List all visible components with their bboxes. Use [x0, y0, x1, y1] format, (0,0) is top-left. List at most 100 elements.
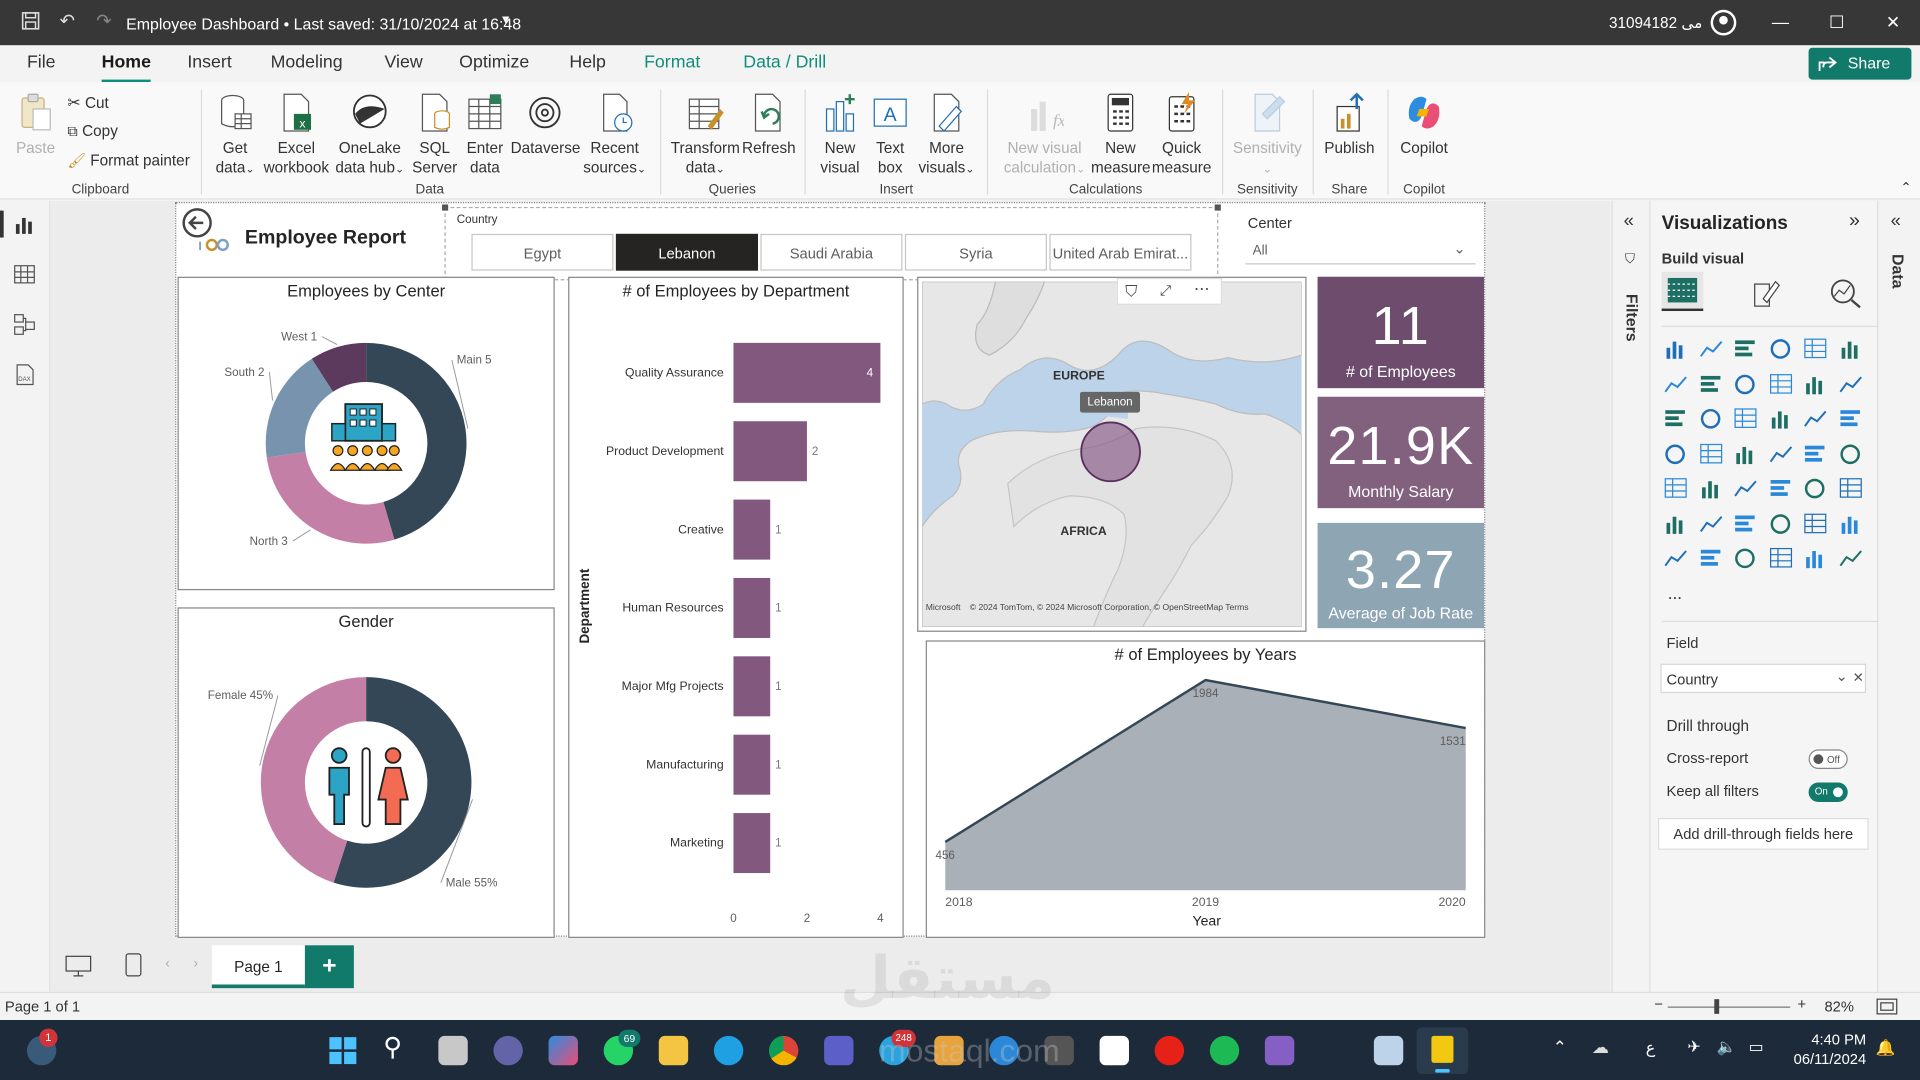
keep-filters-toggle[interactable]: On [1808, 782, 1848, 803]
visual-type-icon[interactable] [1769, 478, 1793, 500]
cut-button[interactable]: ✂ Cut [67, 93, 108, 113]
chrome-icon[interactable] [768, 1035, 799, 1066]
collapse-ribbon-icon[interactable]: ⌃ [1900, 181, 1912, 196]
visual-type-icon[interactable] [1804, 443, 1828, 465]
map-visual[interactable]: EUROPE AFRICA Lebanon ⛉ ⤢ ⋯ Microsoft © … [917, 276, 1307, 632]
zoom-in-icon[interactable]: + [1797, 995, 1807, 1013]
visual-type-icon[interactable] [1699, 547, 1723, 569]
visual-type-icon[interactable] [1838, 547, 1863, 569]
focus-mode-icon[interactable]: ⤢ [1159, 281, 1172, 299]
chat-icon[interactable] [493, 1035, 523, 1066]
zoom-slider-thumb[interactable] [1714, 999, 1720, 1014]
visual-type-icon[interactable] [1839, 408, 1863, 430]
microsoft-store-icon[interactable] [1099, 1035, 1129, 1066]
next-page-icon[interactable]: › [193, 956, 198, 972]
chevron-up-icon[interactable]: ⌃ [1552, 1037, 1568, 1057]
add-drill-through-field[interactable]: Add drill-through fields here [1657, 817, 1869, 850]
visual-type-icon[interactable] [1804, 408, 1828, 430]
more-options-icon[interactable]: ⋯ [1193, 279, 1210, 298]
visual-type-icon[interactable] [1839, 512, 1863, 534]
analytics-icon[interactable] [1828, 277, 1862, 309]
employees-by-department-card[interactable]: # of Employees by Department Department … [568, 276, 904, 938]
more-visuals-button[interactable]: More visuals⌄ [915, 92, 979, 179]
recent-sources-button[interactable]: Recent sources⌄ [580, 92, 649, 179]
expand-pane-icon[interactable]: » [1848, 210, 1860, 232]
visual-type-icon[interactable] [1699, 478, 1723, 500]
table-view-icon[interactable] [12, 262, 36, 286]
excel-workbook-button[interactable]: x Excel workbook [262, 92, 331, 178]
visual-type-icon[interactable] [1838, 373, 1863, 395]
transform-data-button[interactable]: Transform data⌄ [667, 92, 743, 179]
build-visual-tab[interactable] [1661, 271, 1704, 312]
app-icon[interactable] [934, 1035, 964, 1066]
visual-type-icon[interactable] [1699, 443, 1723, 465]
language-indicator[interactable]: ع [1645, 1038, 1656, 1057]
visual-type-icon[interactable] [1839, 443, 1863, 465]
network-icon[interactable]: ✈ [1687, 1037, 1701, 1056]
more-visuals-icon[interactable]: ... [1667, 582, 1683, 603]
filters-pane[interactable]: « ⛉ Filters [1611, 200, 1651, 992]
cross-report-toggle[interactable]: Off [1808, 749, 1848, 769]
visual-type-icon[interactable] [1769, 443, 1793, 465]
page-tab-page-1[interactable]: Page 1 [211, 945, 305, 989]
slicer-option-syria[interactable]: Syria [904, 233, 1047, 271]
gender-card[interactable]: Gender Male 55% Female 45% [177, 607, 555, 938]
visual-type-icon[interactable] [1734, 547, 1758, 569]
remove-field-icon[interactable]: ✕ [1852, 671, 1864, 686]
quick-measure-button[interactable]: Quick measure [1151, 91, 1212, 178]
visual-type-icon[interactable] [1769, 408, 1793, 430]
undo-icon[interactable]: ↶ [59, 11, 76, 32]
powerbi-taskbar-active[interactable] [1416, 1027, 1469, 1074]
visual-type-icon[interactable] [1804, 512, 1828, 534]
zoom-out-icon[interactable]: − [1654, 995, 1663, 1013]
edge-icon[interactable] [713, 1035, 744, 1066]
dataverse-button[interactable]: Dataverse [511, 92, 580, 158]
app-icon[interactable] [1373, 1035, 1404, 1066]
back-arrow-icon[interactable]: I [180, 207, 236, 256]
title-dropdown-icon[interactable]: ▼ [499, 13, 512, 27]
visual-type-icon[interactable] [1734, 373, 1758, 395]
visual-type-icon[interactable] [1734, 478, 1758, 500]
visual-type-icon[interactable] [1734, 512, 1758, 534]
visual-type-icon[interactable] [1734, 338, 1758, 360]
desktop-layout-icon[interactable] [65, 955, 92, 977]
slicer-option-egypt[interactable]: Egypt [471, 233, 614, 271]
youtube-icon[interactable] [1154, 1035, 1185, 1066]
collapse-filters-icon[interactable]: « [1623, 210, 1634, 232]
zoom-slider[interactable] [1667, 1006, 1791, 1008]
slicer-option-saudi-arabia[interactable]: Saudi Arabia [760, 233, 903, 271]
visual-type-icon[interactable] [1664, 547, 1688, 569]
collapse-data-icon[interactable]: « [1890, 210, 1901, 232]
sensitivity-button[interactable]: Sensitivity ⌄ [1229, 92, 1305, 179]
menu-insert[interactable]: Insert [187, 52, 232, 73]
visual-type-icon[interactable] [1804, 547, 1828, 569]
visual-type-icon[interactable] [1664, 338, 1688, 360]
visual-type-icon[interactable] [1804, 373, 1828, 395]
visual-type-icon[interactable] [1769, 547, 1793, 569]
visual-type-icon[interactable] [1769, 338, 1793, 360]
get-data-button[interactable]: Get data⌄ [208, 92, 262, 179]
close-icon[interactable]: ✕ [1885, 12, 1901, 32]
spotify-icon[interactable] [1209, 1035, 1240, 1066]
onedrive-icon[interactable]: ☁ [1591, 1037, 1609, 1057]
kpi-employees-card[interactable]: 11 # of Employees [1317, 276, 1485, 389]
visual-type-icon[interactable] [1734, 408, 1758, 430]
visual-type-icon[interactable] [1769, 373, 1793, 395]
menu-modeling[interactable]: Modeling [270, 52, 343, 73]
new-visual-button[interactable]: New visual [813, 92, 867, 178]
visual-studio-icon[interactable] [1264, 1035, 1295, 1066]
visual-type-icon[interactable] [1699, 373, 1723, 395]
format-visual-icon[interactable] [1751, 277, 1780, 309]
visual-type-icon[interactable] [1699, 408, 1723, 430]
slicer-option-uae[interactable]: United Arab Emirat... [1049, 233, 1192, 271]
visual-type-icon[interactable] [1734, 443, 1758, 465]
menu-view[interactable]: View [384, 52, 423, 73]
visual-type-icon[interactable] [1804, 338, 1828, 360]
format-painter-button[interactable]: 🖌 Format painter [67, 152, 189, 169]
volume-icon[interactable]: 🔈 [1716, 1037, 1737, 1056]
paste-button[interactable]: Paste [15, 92, 57, 158]
copy-button[interactable]: ⧉ Copy [67, 122, 118, 140]
menu-home[interactable]: Home [101, 52, 151, 73]
app-icon[interactable] [989, 1035, 1019, 1066]
visual-type-icon[interactable] [1699, 338, 1723, 360]
